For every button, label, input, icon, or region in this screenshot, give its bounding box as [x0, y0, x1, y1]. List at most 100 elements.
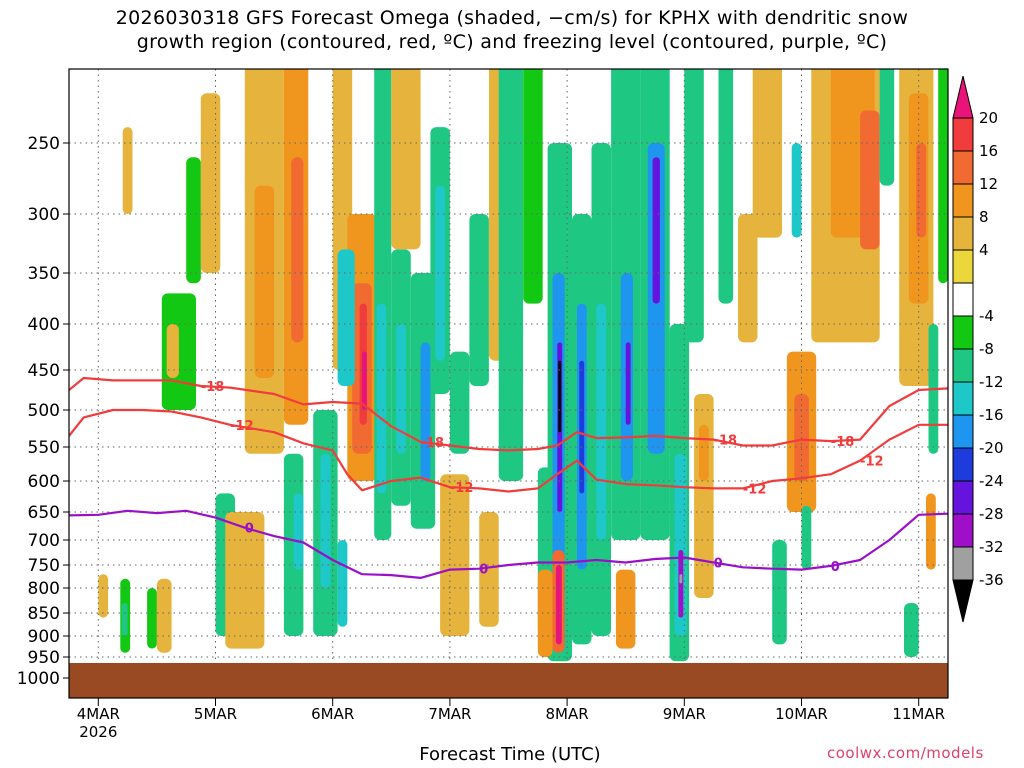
omega-cell [498, 69, 524, 481]
omega-cell [625, 342, 631, 425]
omega-cell [156, 578, 172, 653]
colorbar-swatch [952, 513, 974, 548]
omega-cell [674, 453, 687, 636]
omega-cell [579, 360, 585, 494]
omega-cell [440, 474, 470, 636]
contour-label: -12 [743, 482, 767, 497]
colorbar-swatch [952, 447, 974, 482]
omega-cell [772, 540, 787, 645]
colorbar-swatch [952, 480, 974, 515]
omega-cell [291, 157, 304, 343]
x-tick-label: 8MAR [546, 705, 589, 723]
omega-cell [166, 324, 179, 378]
omega-cell [479, 512, 499, 627]
colorbar-label: -4 [979, 307, 994, 325]
colorbar-label: -36 [979, 571, 1004, 589]
colorbar-label: 4 [979, 241, 989, 259]
colorbar-bottom-arrow [952, 579, 974, 623]
colorbar-label: 16 [979, 142, 998, 160]
colorbar-swatch [952, 315, 974, 350]
colorbar-swatch [952, 282, 974, 317]
y-tick-label: 250 [28, 134, 60, 154]
colorbar-swatch [952, 381, 974, 416]
omega-cell [186, 157, 201, 284]
colorbar-label: 20 [979, 109, 998, 127]
colorbar-swatch [952, 183, 974, 218]
omega-cell [652, 157, 660, 304]
x-tick-label: 10MAR [775, 705, 828, 723]
title-line-1: 2026030318 GFS Forecast Omega (shaded, −… [115, 7, 909, 29]
y-tick-label: 500 [28, 401, 60, 421]
x-tick-label: 11MAR [892, 705, 945, 723]
omega-cell [469, 214, 489, 386]
omega-cell [320, 453, 331, 588]
y-tick-label: 750 [28, 556, 60, 576]
contour-label: -12 [860, 455, 884, 470]
omega-cell [98, 574, 109, 618]
y-tick-label: 900 [28, 627, 60, 647]
x-tick-label: 5MAR [194, 705, 237, 723]
y-tick-label: 450 [28, 361, 60, 381]
omega-cell [558, 360, 562, 433]
y-tick-label: 550 [28, 438, 60, 458]
y-tick-label: 300 [28, 205, 60, 225]
colorbar-swatch [952, 348, 974, 383]
colorbar: 20 16 12 8 4 -4 -8 -12 -16 -20 -24 -28 -32 -36 [952, 75, 1004, 623]
colorbar-swatch [952, 216, 974, 251]
omega-cell [684, 69, 704, 343]
omega-cell [738, 214, 758, 343]
y-tick-label: 600 [28, 472, 60, 492]
omega-cell [362, 351, 367, 410]
omega-cell [420, 342, 431, 481]
omega-cell [293, 493, 304, 570]
y-tick-label: 650 [28, 503, 60, 523]
contour-label: 0 [245, 522, 254, 537]
colorbar-label: 8 [979, 208, 989, 226]
x-tick-label: 7MAR [428, 705, 471, 723]
plot-frame [68, 68, 949, 699]
omega-cell [337, 249, 355, 386]
dgz-top-contour [69, 376, 948, 452]
omega-cell [555, 565, 562, 645]
colorbar-label: -12 [979, 373, 1004, 391]
contour-label: -18 [714, 434, 738, 449]
site-credit: coolwx.com/models [827, 744, 984, 762]
contour-label: -18 [421, 436, 445, 451]
x-year-label: 2026 [79, 723, 117, 741]
colorbar-top-arrow [952, 75, 974, 119]
y-axis: 250 300 350 400 450 500 550 600 650 700 750 800 850 9… [17, 134, 69, 689]
omega-cell [200, 93, 221, 273]
contour-lines: -18 -18 -18 -18 -12 -12 -12 -12 0 0 0 0 [69, 376, 948, 579]
contour-label: 0 [479, 563, 488, 578]
x-tick-label: 6MAR [311, 705, 354, 723]
omega-cell [122, 127, 133, 214]
omega-cell [435, 185, 446, 361]
omega-cell [615, 569, 636, 649]
contour-label: -12 [450, 481, 474, 496]
chart-title: 2026030318 GFS Forecast Omega (shaded, −… [0, 6, 1024, 54]
x-axis-label: Forecast Time (UTC) [419, 744, 601, 765]
omega-cell [254, 185, 275, 378]
omega-cell [147, 588, 157, 649]
omega-cell [596, 303, 607, 540]
y-tick-label: 800 [28, 579, 60, 599]
y-tick-label: 850 [28, 604, 60, 624]
omega-cell [679, 574, 683, 584]
y-tick-label: 400 [28, 315, 60, 335]
x-axis: 4MAR 5MAR 6MAR 7MAR 8MAR 9MAR 10MAR 11MAR 2026 [77, 698, 945, 741]
omega-cell [678, 550, 684, 618]
colorbar-label: -20 [979, 439, 1004, 457]
contour-label: -18 [201, 380, 225, 395]
omega-cell [801, 505, 812, 570]
contour-label: -18 [831, 435, 855, 450]
dgz-bottom-contour [69, 408, 948, 493]
colorbar-label: 12 [979, 175, 998, 193]
omega-cell [391, 69, 421, 250]
y-tick-label: 950 [28, 648, 60, 668]
omega-cell [718, 69, 734, 304]
freezing-level-contour [69, 509, 948, 579]
omega-cell [537, 569, 553, 657]
ground-terrain [69, 663, 948, 698]
omega-cell [904, 603, 919, 657]
omega-cell [121, 603, 128, 636]
